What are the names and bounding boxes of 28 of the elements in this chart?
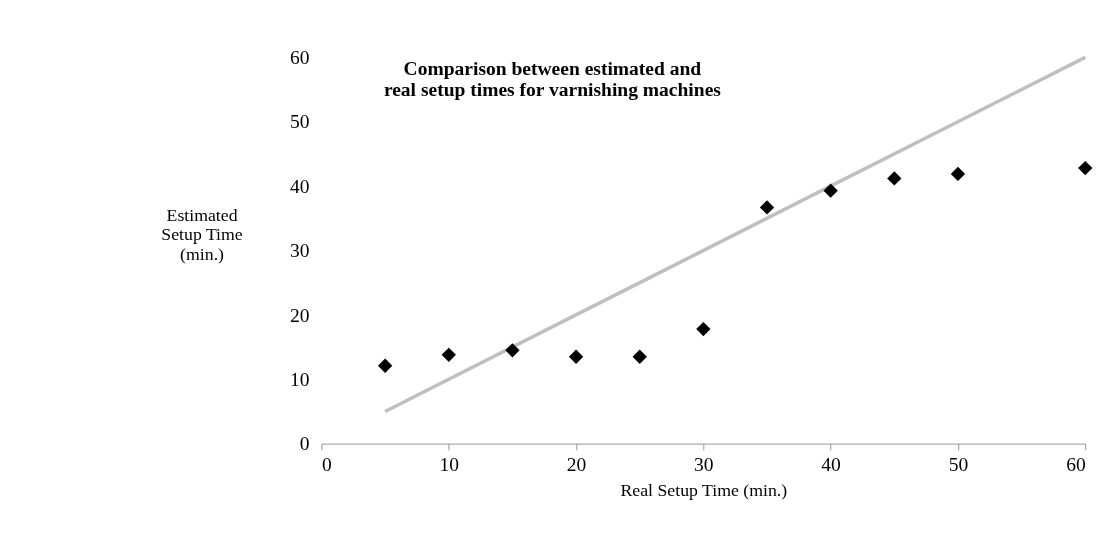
point: [759, 200, 775, 215]
text: Comparison between estimated and real setup times for varnishing machines: [383, 58, 722, 101]
point: [950, 166, 966, 182]
x-tick-label: 20: [566, 453, 587, 475]
point: [887, 171, 902, 186]
y-tick-label: 50: [289, 111, 310, 133]
point: [441, 347, 456, 362]
point: [1078, 160, 1093, 176]
y-tick-label: 60: [289, 47, 310, 69]
x-tick-label: 60: [1066, 453, 1086, 475]
y-tick-label: 10: [289, 368, 310, 390]
point: [823, 183, 838, 198]
point: [568, 349, 584, 364]
y-tick-label: 0: [299, 433, 310, 455]
x-tick-label: 30: [694, 453, 714, 475]
point: [696, 321, 711, 337]
point: [377, 358, 393, 373]
y-tick-label: 20: [289, 304, 310, 326]
x-axis-title: Real Setup Time (min.): [620, 479, 788, 500]
point: [505, 343, 520, 358]
x-tick-label: 10: [439, 453, 460, 475]
y-tick-label: 40: [289, 175, 310, 197]
x-tick-label: 50: [948, 453, 969, 475]
x-tick-label: 40: [821, 453, 842, 475]
y-tick-label: 30: [289, 240, 310, 262]
y-axis-title: Estimated Setup Time (min.): [161, 204, 243, 264]
point: [632, 349, 647, 364]
x-tick-label: 0: [321, 453, 332, 475]
